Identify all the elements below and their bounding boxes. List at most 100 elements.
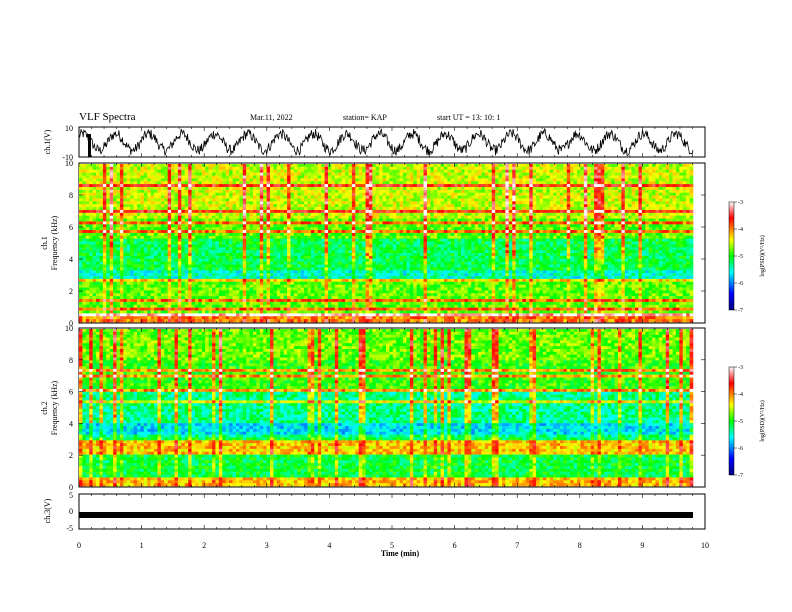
spectrogram-cell: [499, 193, 503, 196]
spectrogram-cell: [413, 173, 417, 176]
spectrogram-cell: [464, 184, 468, 187]
spectrogram-cell: [468, 173, 472, 176]
spectrogram-cell: [209, 170, 213, 173]
spectrogram-cell: [635, 221, 639, 224]
spectrogram-cell: [284, 207, 288, 210]
spectrogram-cell: [540, 227, 544, 230]
spectrogram-cell: [383, 233, 387, 236]
spectrogram-cell: [669, 164, 673, 167]
spectrogram-cell: [328, 173, 332, 176]
spectrogram-cell: [267, 170, 271, 173]
spectrogram-cell: [591, 173, 595, 176]
spectrogram-cell: [553, 221, 557, 224]
spectrogram-cell: [458, 193, 462, 196]
spectrogram-cell: [495, 201, 499, 204]
spectrogram-cell: [434, 198, 438, 201]
spectrogram-cell: [396, 219, 400, 222]
spectrogram-cell: [389, 190, 393, 193]
spectrogram-cell: [151, 167, 155, 170]
spectrogram-cell: [482, 233, 486, 236]
spectrogram-cell: [352, 236, 356, 239]
spectrogram-cell: [140, 216, 144, 219]
spectrogram-cell: [451, 201, 455, 204]
spectrogram-cell: [175, 187, 179, 190]
spectrogram-cell: [690, 236, 694, 239]
spectrogram-cell: [212, 201, 216, 204]
spectrogram-cell: [478, 167, 482, 170]
spectrogram-cell: [478, 210, 482, 213]
spectrogram-cell: [355, 187, 359, 190]
spectrogram-cell: [263, 196, 267, 199]
spectrogram-cell: [577, 221, 581, 224]
spectrogram-cell: [348, 178, 352, 181]
spectrogram-cell: [120, 196, 124, 199]
spectrogram-cell: [396, 216, 400, 219]
spectrogram-cell: [427, 193, 431, 196]
spectrogram-cell: [277, 178, 281, 181]
spectrogram-cell: [93, 173, 97, 176]
spectrogram-cell: [499, 196, 503, 199]
spectrogram-cell: [154, 216, 158, 219]
spectrogram-cell: [297, 178, 301, 181]
spectrogram-cell: [86, 164, 90, 167]
spectrogram-cell: [611, 178, 615, 181]
spectrogram-cell: [406, 239, 410, 242]
spectrogram-cell: [635, 239, 639, 242]
spectrogram-cell: [396, 221, 400, 224]
spectrogram-cell: [615, 207, 619, 210]
spectrogram-cell: [615, 221, 619, 224]
spectrogram-cell: [301, 207, 305, 210]
spectrogram-cell: [202, 190, 206, 193]
spectrogram-cell: [403, 164, 407, 167]
spectrogram-cell: [679, 184, 683, 187]
spectrogram-cell: [325, 233, 329, 236]
spectrogram-cell: [267, 201, 271, 204]
spectrogram-cell: [260, 184, 264, 187]
spectrogram-cell: [106, 221, 110, 224]
spectrogram-cell: [226, 239, 230, 242]
spectrogram-cell: [478, 178, 482, 181]
spectrogram-cell: [625, 196, 629, 199]
spectrogram-cell: [686, 216, 690, 219]
spectrogram-cell: [642, 187, 646, 190]
spectrogram-cell: [369, 207, 373, 210]
spectrogram-cell: [352, 184, 356, 187]
spectrogram-cell: [161, 230, 165, 233]
spectrogram-cell: [127, 164, 131, 167]
spectrogram-cell: [154, 227, 158, 230]
spectrogram-cell: [287, 227, 291, 230]
spectrogram-cell: [546, 230, 550, 233]
spectrogram-cell: [669, 219, 673, 222]
spectrogram-cell: [652, 187, 656, 190]
spectrogram-cell: [649, 224, 653, 227]
spectrogram-cell: [325, 239, 329, 242]
spectrogram-cell: [311, 184, 315, 187]
spectrogram-cell: [260, 196, 264, 199]
spectrogram-cell: [120, 181, 124, 184]
spectrogram-cell: [226, 170, 230, 173]
spectrogram-cell: [625, 164, 629, 167]
spectrogram-cell: [417, 198, 421, 201]
spectrogram-cell: [427, 184, 431, 187]
spectrogram-cell: [137, 233, 141, 236]
spectrogram-cell: [297, 187, 301, 190]
spectrogram-cell: [396, 184, 400, 187]
spectrogram-cell: [461, 239, 465, 242]
spectrogram-cell: [389, 236, 393, 239]
spectrogram-cell: [499, 167, 503, 170]
spectrogram-cell: [533, 178, 537, 181]
spectrogram-cell: [263, 201, 267, 204]
spectrogram-cell: [331, 227, 335, 230]
spectrogram-cell: [331, 236, 335, 239]
spectrogram-cell: [79, 170, 83, 173]
spectrogram-cell: [239, 181, 243, 184]
spectrogram-cell: [181, 219, 185, 222]
spectrogram-cell: [546, 233, 550, 236]
spectrogram-cell: [488, 207, 492, 210]
spectrogram-cell: [478, 198, 482, 201]
spectrogram-cell: [103, 239, 107, 242]
spectrogram-cell: [577, 219, 581, 222]
spectrogram-cell: [690, 239, 694, 242]
spectrogram-cell: [512, 236, 516, 239]
spectrogram-cell: [417, 221, 421, 224]
